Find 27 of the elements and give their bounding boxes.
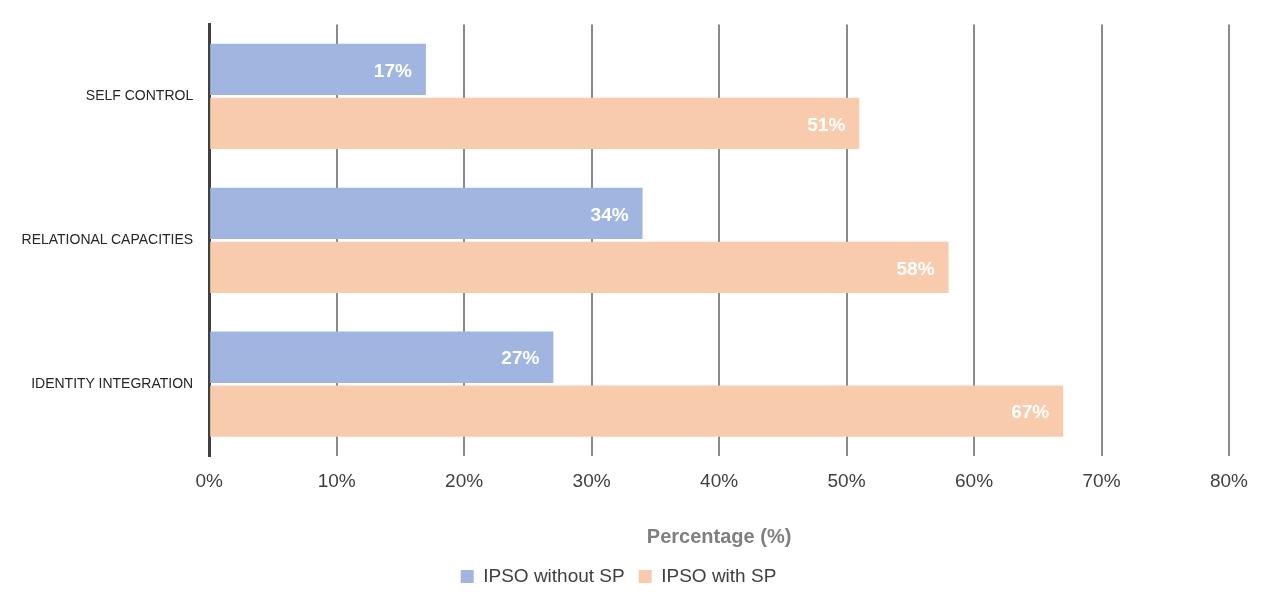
x-tick-label: 70%: [1082, 469, 1121, 491]
bar: [210, 241, 949, 293]
x-tick-label: 40%: [700, 469, 739, 491]
x-tick-label: 10%: [317, 469, 356, 491]
data-label: 51%: [807, 113, 846, 135]
bar: [210, 43, 426, 96]
x-tick-label: 50%: [827, 469, 866, 491]
y-tick-label: RELATIONAL CAPACITIES: [21, 231, 194, 248]
x-tick-label: 0%: [195, 469, 224, 491]
data-label: 67%: [1011, 401, 1050, 423]
x-axis-title: Percentage (%): [646, 524, 792, 547]
data-label: 17%: [373, 59, 412, 81]
x-tick-label: 30%: [572, 469, 611, 491]
data-label: 58%: [896, 257, 935, 279]
bar: [210, 97, 860, 149]
bar: [210, 187, 643, 239]
x-tick-label: 20%: [445, 469, 484, 491]
y-tick-label: SELF CONTROL: [85, 87, 194, 104]
x-tick-label: 80%: [1209, 469, 1249, 491]
legend-label: IPSO with SP: [661, 564, 777, 586]
bar: [210, 331, 554, 383]
data-label: 34%: [590, 203, 629, 225]
data-label: 27%: [501, 347, 540, 369]
legend-label: IPSO without SP: [483, 564, 625, 586]
x-tick-label: 60%: [955, 469, 994, 491]
y-tick-label: IDENTITY INTEGRATION: [31, 375, 194, 392]
bar: [210, 385, 1064, 437]
